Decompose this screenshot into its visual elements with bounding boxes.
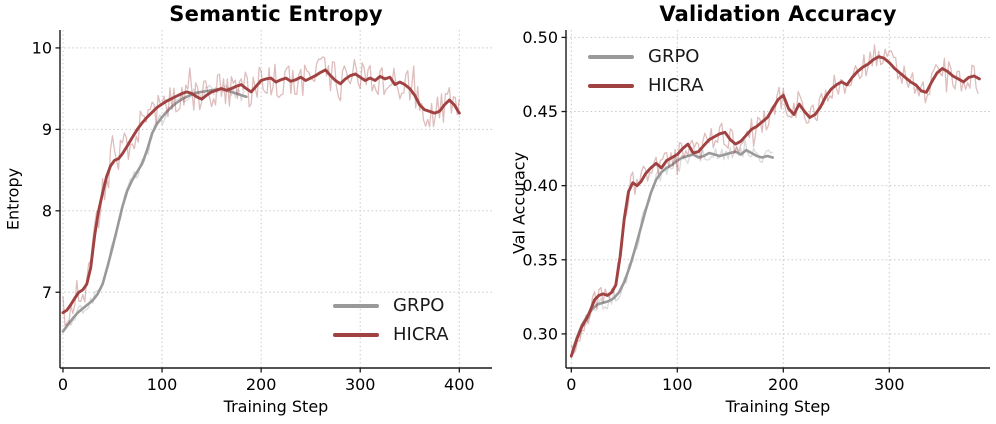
grpo-line [570, 148, 775, 358]
legend-item-hicra: HICRA [333, 326, 449, 344]
grpo-raw-line [570, 139, 773, 359]
x-tick-label: 300 [874, 375, 905, 394]
left-chart-title: Semantic Entropy [169, 2, 383, 26]
y-tick-label: 0.45 [522, 102, 558, 121]
axes-spines [59, 30, 492, 369]
y-tick-label: 10 [32, 38, 52, 57]
left-y-axis-label: Entropy [3, 167, 23, 231]
x-tick-label: 200 [246, 375, 277, 394]
grpo-raw-line [62, 84, 246, 334]
x-tick-label: 300 [345, 375, 376, 394]
tick-labels: 0 100 200 300 0.30 0.35 0.40 0.45 0.50 [522, 28, 904, 394]
y-tick-label: 0.50 [522, 28, 558, 47]
hicra-line-swatch [333, 333, 379, 337]
legend-label-grpo: GRPO [393, 295, 445, 316]
y-tick-label: 0.30 [522, 324, 558, 343]
y-tick-label: 7 [42, 283, 52, 302]
right-y-axis-label: Val Accuracy [509, 151, 529, 255]
y-tick-label: 0.35 [522, 250, 558, 269]
hicra-line [61, 68, 461, 315]
semantic-entropy-chart: 0 100 200 300 400 7 8 9 10 [32, 30, 492, 394]
x-tick-label: 400 [444, 375, 475, 394]
right-chart-title: Validation Accuracy [659, 2, 897, 26]
legend-label-grpo: GRPO [648, 46, 700, 67]
legend-label-hicra: HICRA [393, 324, 449, 345]
axes-spines [565, 30, 990, 369]
gridlines [60, 30, 492, 368]
legend-item-grpo: GRPO [333, 297, 449, 315]
right-legend: GRPO HICRA [588, 48, 704, 95]
x-tick-label: 0 [566, 375, 576, 394]
y-tick-label: 9 [42, 120, 52, 139]
hicra-line [569, 55, 981, 358]
right-x-axis-label: Training Step [725, 397, 831, 416]
validation-accuracy-chart: 0 100 200 300 0.30 0.35 0.40 0.45 0.50 [522, 28, 990, 394]
y-tick-label: 8 [42, 201, 52, 220]
legend-label-hicra: HICRA [648, 75, 704, 96]
hicra-raw-line [62, 56, 460, 327]
left-x-axis-label: Training Step [223, 397, 329, 416]
tick-marks [55, 47, 460, 373]
x-tick-label: 100 [147, 375, 178, 394]
hicra-line-swatch [588, 84, 634, 88]
legend-item-grpo: GRPO [588, 48, 704, 66]
grpo-line-swatch [333, 304, 379, 308]
left-legend: GRPO HICRA [333, 297, 449, 344]
x-tick-label: 100 [662, 375, 693, 394]
x-tick-label: 200 [768, 375, 799, 394]
x-tick-label: 0 [58, 375, 68, 394]
legend-item-hicra: HICRA [588, 77, 704, 95]
tick-labels: 0 100 200 300 400 7 8 9 10 [32, 38, 475, 394]
grpo-line-swatch [588, 55, 634, 59]
y-tick-label: 0.40 [522, 176, 558, 195]
tick-marks [561, 36, 890, 373]
